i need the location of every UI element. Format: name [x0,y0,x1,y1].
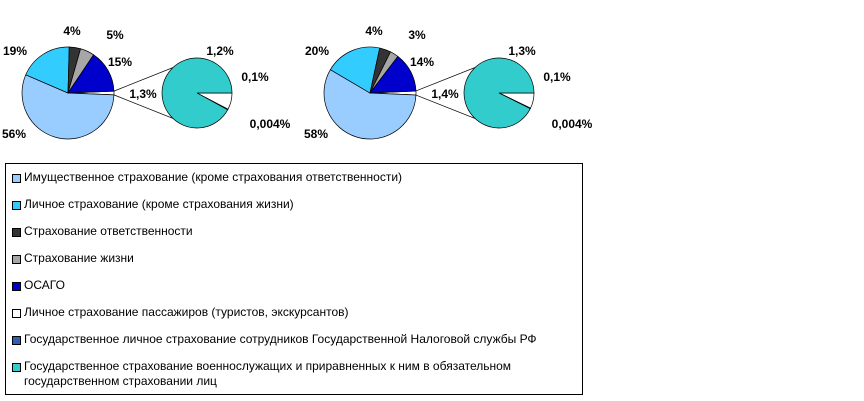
legend-label: Страхование жизни [24,251,134,265]
data-label: 5% [106,28,124,42]
legend-item: Страхование жизни [12,251,576,266]
legend-label: Государственное личное страхование сотру… [24,332,537,346]
data-label: 20% [305,44,329,58]
data-label: 58% [304,127,328,141]
pie-slice [21,74,115,140]
legend-swatch [12,309,21,318]
legend-item: Имущественное страхование (кроме страхов… [12,170,576,185]
legend-label: Личное страхование (кроме страхования жи… [24,197,294,211]
data-label: 1,2% [206,44,234,58]
legend-label: Личное страхование пассажиров (туристов,… [24,305,349,319]
data-label: 1,4% [431,87,459,101]
data-label: 56% [2,127,26,141]
pie-slice [329,46,381,94]
legend: Имущественное страхование (кроме страхов… [5,163,583,395]
legend-swatch [12,336,21,345]
pie-slice [25,46,70,94]
data-label: 0,1% [543,70,571,84]
legend-swatch [12,282,21,291]
legend-item: Государственное страхование военнослужащ… [12,359,576,389]
legend-item: Государственное личное страхование сотру… [12,332,576,347]
data-label: 4% [365,24,383,38]
legend-item: Личное страхование (кроме страхования жи… [12,197,576,212]
data-label: 19% [3,44,27,58]
legend-swatch [12,255,21,264]
legend-label: Государственное страхование военнослужащ… [24,359,512,388]
legend-swatch [12,174,21,183]
data-label: 15% [108,55,132,69]
legend-swatch [12,201,21,210]
data-label: 3% [408,28,426,42]
legend-label: ОСАГО [24,278,65,292]
charts: 56% 19% 4% 5% 15% 1,3% 0,1% 0,004% 1,2% 58% 20% 4% 3… [2,24,593,141]
data-label: 14% [410,55,434,69]
pie-slice [161,57,233,129]
data-label: 4% [63,24,81,38]
data-label: 0,004% [250,117,291,131]
data-label: 1,3% [129,87,157,101]
legend-label: Страхование ответственности [24,224,193,238]
legend-swatch [12,228,21,237]
legend-item: Личное страхование пассажиров (туристов,… [12,305,576,320]
legend-item: ОСАГО [12,278,576,293]
pie-slice [463,57,535,129]
data-label: 1,3% [508,44,536,58]
legend-label: Имущественное страхование (кроме страхов… [24,170,403,184]
data-label: 0,1% [241,70,269,84]
pie-slice [323,69,417,140]
legend-item: Страхование ответственности [12,224,576,239]
data-label: 0,004% [552,117,593,131]
legend-swatch [12,363,21,372]
